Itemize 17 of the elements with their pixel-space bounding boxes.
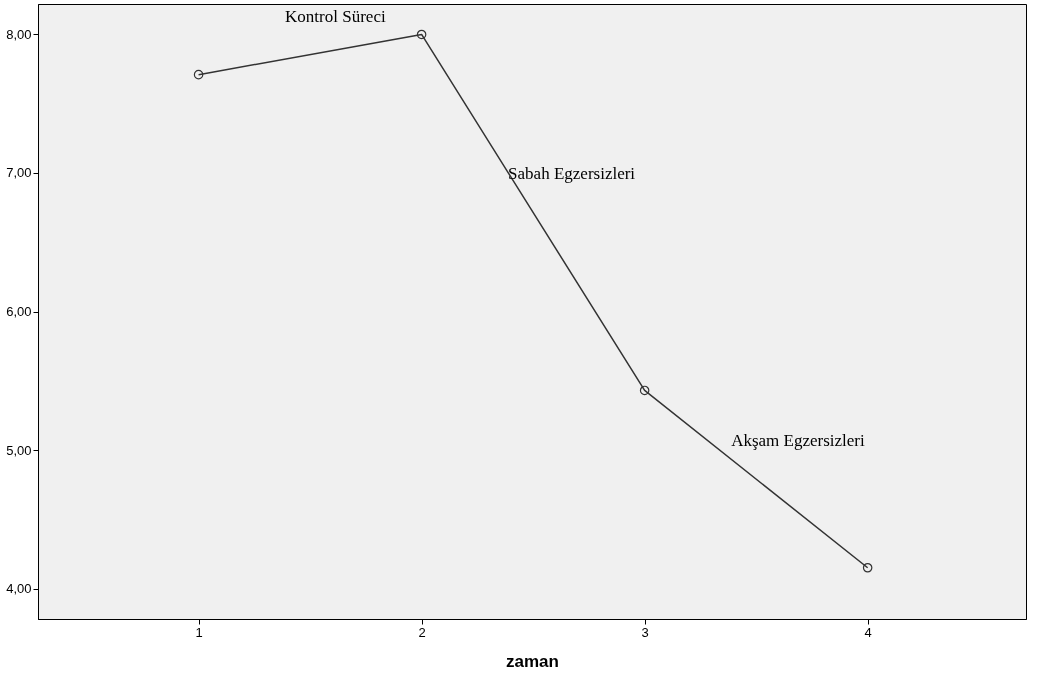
point — [416, 29, 427, 40]
y-tick-label: 8,00 — [6, 26, 32, 42]
annotation: Kontrol Süreci — [285, 6, 386, 26]
y-tick-label: 6,00 — [6, 304, 32, 319]
annotation: Akşam Egzersizleri — [731, 431, 865, 451]
x-tick-label: 1 — [195, 624, 203, 640]
y-tick-label: 5,00 — [6, 442, 32, 458]
annotation: Sabah Egzersizleri — [508, 164, 636, 184]
y-tick-label: 4,00 — [6, 581, 32, 597]
x-tick-label: 4 — [864, 624, 872, 640]
point — [193, 69, 204, 80]
x-tick-label: 3 — [641, 624, 649, 640]
x-tick-label: 2 — [418, 624, 426, 640]
point — [639, 385, 650, 396]
point — [862, 562, 873, 573]
x-axis-title: zaman — [506, 651, 559, 671]
y-tick-label: 7,00 — [6, 165, 32, 181]
